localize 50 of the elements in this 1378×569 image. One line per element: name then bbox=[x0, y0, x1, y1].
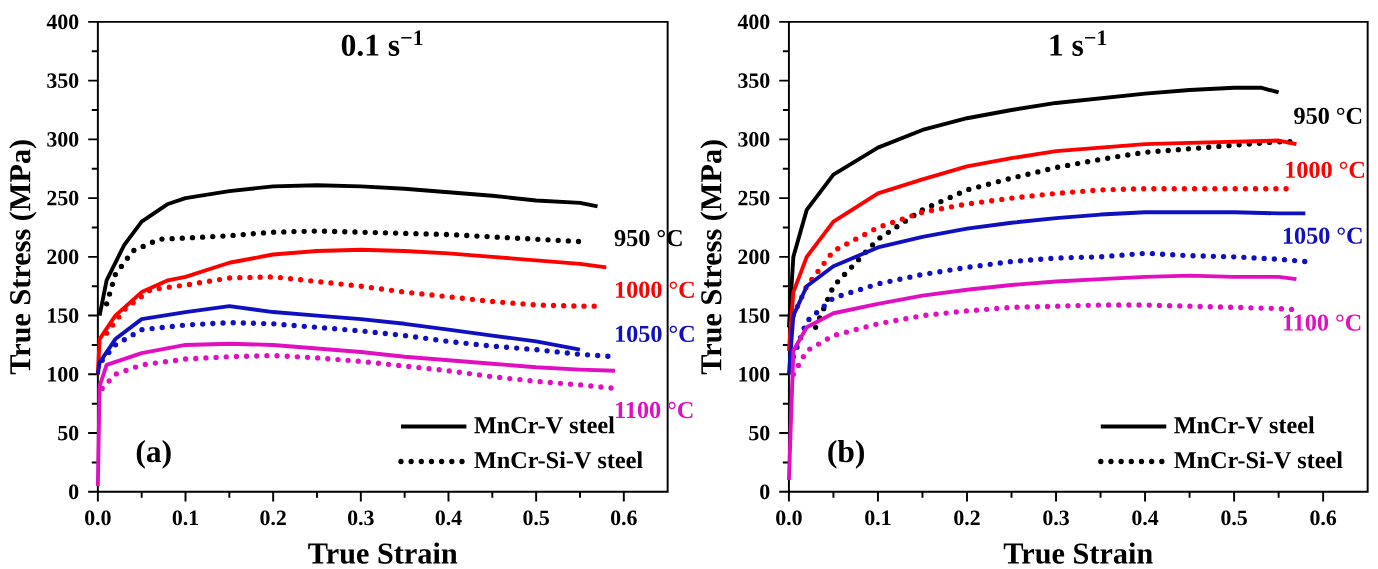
annotation: 1000 °C bbox=[615, 281, 694, 298]
x-tick-label: 0.4 bbox=[1132, 510, 1159, 526]
x-tick-label: 0.2 bbox=[954, 510, 980, 526]
x-axis-title: True Strain bbox=[308, 542, 458, 564]
y-tick-label: 350 bbox=[47, 73, 79, 89]
chart-title: 0.1 s$^{−1}$ bbox=[341, 30, 423, 57]
y-tick-label: 100 bbox=[739, 366, 770, 382]
y-tick-label: 100 bbox=[48, 366, 79, 382]
chart-title: 1 s$^{−1}$ bbox=[1050, 30, 1107, 56]
annotation: (b) bbox=[828, 440, 864, 469]
legend-label: MnCr-Si-V steel bbox=[1174, 451, 1343, 469]
x-tick-label: 0.5 bbox=[1221, 510, 1247, 526]
y-tick-label: 250 bbox=[47, 190, 79, 206]
x-tick-label: 0.5 bbox=[523, 510, 549, 526]
annotation: 1050 °C bbox=[615, 325, 694, 343]
y-tick-label: 300 bbox=[47, 132, 79, 147]
x-axis-title: True Strain bbox=[1003, 542, 1153, 564]
x-tick-label: 0.6 bbox=[1310, 510, 1337, 526]
x-tick-label: 0.1 bbox=[865, 510, 891, 526]
y-tick-label: 50 bbox=[58, 425, 79, 441]
legend-label: MnCr-Si-V steel bbox=[474, 451, 643, 469]
x-tick-label: 0.3 bbox=[1043, 510, 1069, 526]
x-tick-label: 0.0 bbox=[776, 510, 802, 526]
annotation: (a) bbox=[136, 440, 171, 469]
annotation: 1050 °C bbox=[1283, 227, 1362, 244]
y-tick-label: 50 bbox=[749, 425, 770, 441]
y-tick-label: 200 bbox=[47, 249, 79, 265]
annotation: 1000 °C bbox=[1286, 161, 1365, 179]
x-tick-label: 0.4 bbox=[435, 510, 462, 526]
y-axis-title: True Stress (MPa) bbox=[700, 140, 728, 375]
y-tick-label: 150 bbox=[48, 308, 79, 323]
x-tick-label: 0.1 bbox=[172, 510, 198, 526]
annotation: 1100 °C bbox=[1283, 314, 1361, 331]
legend-label: MnCr-V steel bbox=[1174, 416, 1315, 434]
y-tick-label: 350 bbox=[738, 73, 770, 89]
y-tick-label: 0 bbox=[69, 484, 79, 500]
x-tick-label: 0.0 bbox=[85, 510, 111, 526]
y-tick-label: 250 bbox=[738, 190, 770, 206]
y-tick-label: 400 bbox=[737, 14, 770, 30]
x-tick-label: 0.3 bbox=[348, 510, 374, 526]
x-tick-label: 0.2 bbox=[260, 510, 286, 526]
annotation: 950 °C bbox=[1294, 107, 1362, 125]
y-tick-label: 150 bbox=[739, 308, 770, 323]
y-tick-label: 300 bbox=[738, 132, 770, 147]
y-tick-label: 200 bbox=[738, 249, 770, 265]
y-tick-label: 0 bbox=[760, 484, 770, 500]
y-tick-label: 400 bbox=[46, 14, 79, 30]
x-tick-label: 0.6 bbox=[611, 510, 637, 526]
legend-label: MnCr-V steel bbox=[474, 416, 615, 434]
y-axis-title: True Stress (MPa) bbox=[9, 140, 37, 375]
